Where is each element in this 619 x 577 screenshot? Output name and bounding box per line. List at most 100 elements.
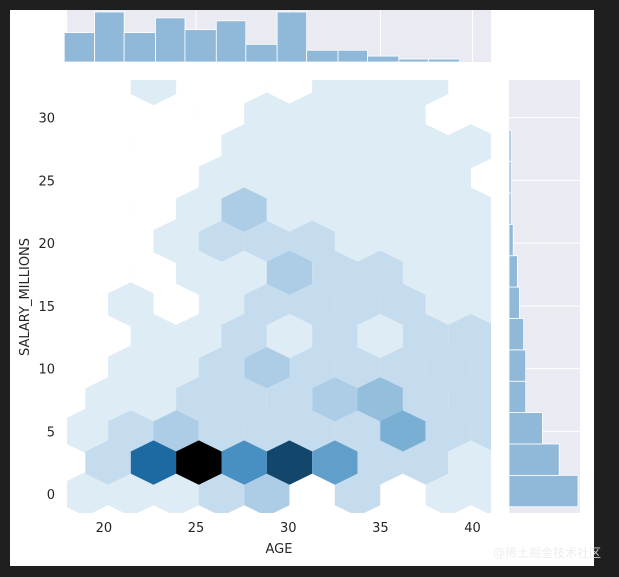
right-histogram-bar — [508, 474, 579, 508]
top-histogram-bar — [245, 43, 278, 63]
hexbin-empty-cell — [67, 315, 86, 357]
figure-canvas: 20 25 30 35 40 0 5 10 15 20 25 30 AGE SALARY_MILLI… — [10, 10, 594, 566]
y-tick-label: 20 — [38, 237, 55, 252]
hexbin-empty-cell — [584, 124, 594, 168]
hexbin-cell — [312, 313, 358, 359]
hexbin-cell — [312, 187, 358, 232]
hexbin-cell — [334, 472, 381, 513]
top-histogram-bar — [215, 20, 247, 63]
hexbin-cell — [334, 282, 381, 327]
hexbin-cell — [470, 283, 491, 326]
right-histogram-bar — [508, 318, 525, 351]
hexbin-empty-cell — [361, 503, 400, 513]
hexbin-cell — [357, 313, 403, 359]
hexbin-empty-cell — [17, 29, 62, 73]
y-tick-label: 10 — [38, 363, 55, 378]
hexbin-cell — [289, 408, 335, 454]
hexbin-cell — [312, 440, 358, 485]
hexbin-cell — [357, 187, 403, 232]
hexbin-empty-cell — [67, 282, 109, 327]
hexbin-cell — [198, 155, 245, 200]
hexbin-cell — [380, 219, 426, 264]
x-tick-label: 25 — [188, 521, 205, 536]
top-histogram-bar — [123, 32, 156, 63]
hexbin-cell — [244, 155, 290, 200]
hexbin-cell — [85, 377, 131, 422]
hexbin-cell — [221, 377, 267, 422]
y-tick-label: 15 — [38, 300, 55, 315]
top-histogram-bar — [306, 49, 339, 63]
hexbin-cell — [108, 345, 154, 390]
hexbin-empty-cell — [584, 440, 594, 484]
hexbin-empty-cell — [67, 379, 86, 420]
right-histogram-bar — [508, 255, 518, 288]
hexbin-cell — [244, 408, 290, 454]
hexbin-cell — [402, 124, 449, 169]
top-histogram-bar — [398, 58, 429, 63]
y-tick-label: 30 — [38, 112, 55, 127]
hexbin-cell — [357, 440, 403, 485]
y-tick-label: 25 — [38, 174, 55, 189]
hexbin-empty-cell — [85, 313, 131, 359]
hexbin-cell — [334, 219, 381, 264]
x-tick-label: 20 — [96, 521, 113, 536]
hexbin-cell — [334, 408, 381, 454]
right-histogram-bar — [508, 192, 512, 225]
y-tick-label: 0 — [47, 488, 55, 503]
hexbin-cell — [402, 377, 449, 422]
hexbin-empty-cell — [225, 503, 264, 513]
hexbin-empty-cell — [448, 80, 491, 106]
hexbin-empty-cell — [17, 472, 62, 516]
hexbin-empty-cell — [380, 472, 426, 513]
hexbin-cell — [448, 440, 491, 485]
hexbin-cell — [130, 440, 177, 485]
hexbin-empty-cell — [88, 503, 128, 513]
hexbin-cell — [425, 345, 471, 390]
hexbin-empty-cell — [108, 219, 154, 264]
hexbin-empty-cell — [584, 377, 594, 421]
hexbin-cell — [425, 472, 471, 513]
x-tick-label: 35 — [372, 521, 389, 536]
hexbin-cell — [289, 155, 335, 200]
hexbin-cell — [266, 124, 313, 169]
hexbin-cell — [425, 155, 471, 200]
hexbin-cell — [289, 282, 335, 327]
top-histogram-bar — [184, 29, 217, 63]
hexbin-empty-cell — [584, 314, 594, 358]
hexbin-cell — [380, 92, 426, 137]
hexbin-empty-cell — [130, 250, 177, 295]
hexbin-cell — [198, 282, 245, 327]
hexbin-cell — [380, 408, 426, 454]
right-histogram-bar — [508, 129, 512, 162]
hexbin-cell — [584, 440, 594, 484]
hexbin-cell — [312, 124, 358, 169]
hexbin-cell — [176, 313, 222, 359]
hexbin-cell — [153, 345, 199, 390]
hexbin-cell — [312, 250, 358, 295]
hexbin-cell — [334, 345, 381, 390]
hexbin-empty-cell — [67, 80, 86, 104]
hexbin-cell — [221, 250, 267, 295]
joint-panel — [17, 29, 594, 548]
right-marginal-panel — [508, 80, 580, 513]
hexbin-empty-cell — [130, 124, 177, 169]
x-tick-label: 30 — [280, 521, 297, 536]
hexbin-empty-cell — [67, 189, 86, 230]
hexbin-cell — [448, 187, 491, 232]
hexbin-empty-cell — [584, 504, 594, 548]
hexbin-cell — [425, 282, 471, 327]
hexbin-cell — [380, 282, 426, 327]
hexbin-empty-cell — [153, 282, 199, 327]
y-tick-labels: 0 5 10 15 20 25 30 — [38, 112, 55, 504]
x-axis-label: AGE — [266, 542, 293, 557]
hexbin-empty-cell — [153, 155, 199, 200]
hexbin-cell — [289, 345, 335, 390]
hexbin-cell — [312, 80, 358, 106]
hexbin-cell — [266, 250, 313, 295]
hexbin-cell — [357, 377, 403, 422]
hexbin-empty-cell — [108, 155, 154, 200]
top-histogram-bar — [427, 58, 461, 63]
top-histogram-bar — [155, 17, 186, 63]
hexbin-cell — [221, 187, 267, 232]
hexbin-cell — [67, 408, 109, 454]
